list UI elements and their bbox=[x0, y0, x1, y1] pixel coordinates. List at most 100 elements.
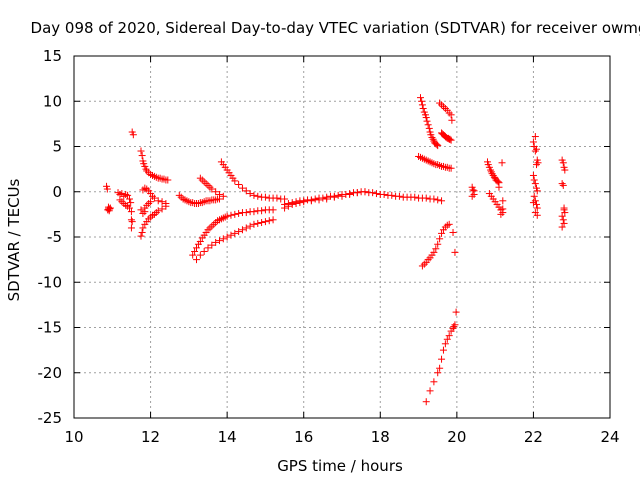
data-point bbox=[534, 159, 542, 167]
data-point bbox=[189, 251, 197, 259]
data-point bbox=[127, 208, 135, 216]
x-axis-label: GPS time / hours bbox=[277, 457, 403, 475]
data-point bbox=[449, 324, 457, 332]
data-point bbox=[532, 200, 540, 208]
data-point bbox=[560, 219, 568, 227]
data-point bbox=[139, 209, 147, 217]
data-point bbox=[445, 220, 453, 228]
data-point bbox=[434, 142, 442, 150]
data-point bbox=[419, 104, 427, 112]
data-point bbox=[238, 226, 246, 234]
data-point bbox=[215, 190, 223, 198]
data-point bbox=[451, 321, 459, 329]
data-point bbox=[227, 211, 235, 219]
data-point bbox=[432, 245, 440, 253]
data-point bbox=[438, 101, 446, 109]
data-points bbox=[103, 94, 569, 406]
axis-ticks: 10 12 14 16 18 20 22 24 15 10 5 0 -5 -10 -15 -20 -25 bbox=[38, 47, 620, 446]
x-tick-label: 14 bbox=[218, 428, 237, 446]
data-point bbox=[235, 228, 243, 236]
data-point bbox=[138, 152, 146, 160]
data-point bbox=[422, 398, 430, 406]
data-point bbox=[250, 220, 258, 228]
data-point bbox=[198, 176, 206, 184]
data-point bbox=[191, 247, 199, 255]
data-point bbox=[200, 247, 208, 255]
data-point bbox=[212, 196, 220, 204]
data-point bbox=[158, 198, 166, 206]
data-point bbox=[420, 260, 428, 268]
data-point bbox=[198, 199, 206, 207]
data-point bbox=[434, 196, 442, 204]
data-point bbox=[372, 190, 380, 198]
data-point bbox=[532, 145, 540, 153]
data-point bbox=[250, 191, 258, 199]
data-point bbox=[154, 197, 162, 205]
data-point bbox=[531, 147, 539, 155]
data-point bbox=[445, 332, 453, 340]
data-point bbox=[422, 114, 430, 122]
y-tick-label: -5 bbox=[47, 228, 62, 246]
data-point bbox=[495, 183, 503, 191]
data-point bbox=[416, 94, 424, 102]
data-point bbox=[418, 101, 426, 109]
data-point bbox=[242, 224, 250, 232]
data-point bbox=[196, 251, 204, 259]
data-point bbox=[531, 180, 539, 188]
data-point bbox=[468, 192, 476, 200]
data-point bbox=[443, 163, 451, 171]
data-point bbox=[436, 235, 444, 243]
x-tick-label: 18 bbox=[371, 428, 390, 446]
data-point bbox=[423, 117, 431, 125]
data-point bbox=[219, 235, 227, 243]
data-point bbox=[196, 238, 204, 246]
data-point bbox=[137, 206, 145, 214]
data-point bbox=[246, 222, 254, 230]
data-point bbox=[104, 203, 112, 211]
data-point bbox=[261, 218, 269, 226]
y-tick-label: -25 bbox=[38, 409, 63, 427]
data-point bbox=[242, 209, 250, 217]
data-point bbox=[334, 191, 342, 199]
data-point bbox=[424, 121, 432, 129]
data-point bbox=[142, 165, 150, 173]
data-point bbox=[122, 190, 130, 198]
data-point bbox=[219, 192, 227, 200]
data-point bbox=[116, 196, 124, 204]
data-point bbox=[189, 199, 197, 207]
x-tick-label: 12 bbox=[141, 428, 160, 446]
data-point bbox=[139, 224, 147, 232]
data-point bbox=[446, 135, 454, 143]
data-point bbox=[215, 237, 223, 245]
y-tick-label: 0 bbox=[52, 183, 62, 201]
data-point bbox=[533, 187, 541, 195]
data-point bbox=[487, 168, 495, 176]
data-point bbox=[447, 136, 455, 144]
data-point bbox=[296, 199, 304, 207]
data-point bbox=[434, 161, 442, 169]
data-point bbox=[531, 197, 539, 205]
data-point bbox=[448, 116, 456, 124]
data-point bbox=[126, 195, 134, 203]
y-tick-label: -20 bbox=[38, 364, 63, 382]
data-point bbox=[422, 194, 430, 202]
data-point bbox=[269, 206, 277, 214]
data-point bbox=[208, 185, 216, 193]
data-point bbox=[204, 244, 212, 252]
x-tick-label: 16 bbox=[294, 428, 313, 446]
data-point bbox=[411, 193, 419, 201]
data-point bbox=[150, 172, 158, 180]
data-point bbox=[429, 135, 437, 143]
data-point bbox=[439, 103, 447, 111]
data-point bbox=[559, 181, 567, 189]
data-point bbox=[118, 198, 126, 206]
y-tick-label: 10 bbox=[43, 92, 62, 110]
data-point bbox=[175, 191, 183, 199]
y-tick-label: -10 bbox=[38, 273, 63, 291]
data-point bbox=[361, 188, 369, 196]
data-point bbox=[126, 204, 134, 212]
data-point bbox=[561, 166, 569, 174]
data-point bbox=[206, 224, 214, 232]
data-point bbox=[227, 231, 235, 239]
